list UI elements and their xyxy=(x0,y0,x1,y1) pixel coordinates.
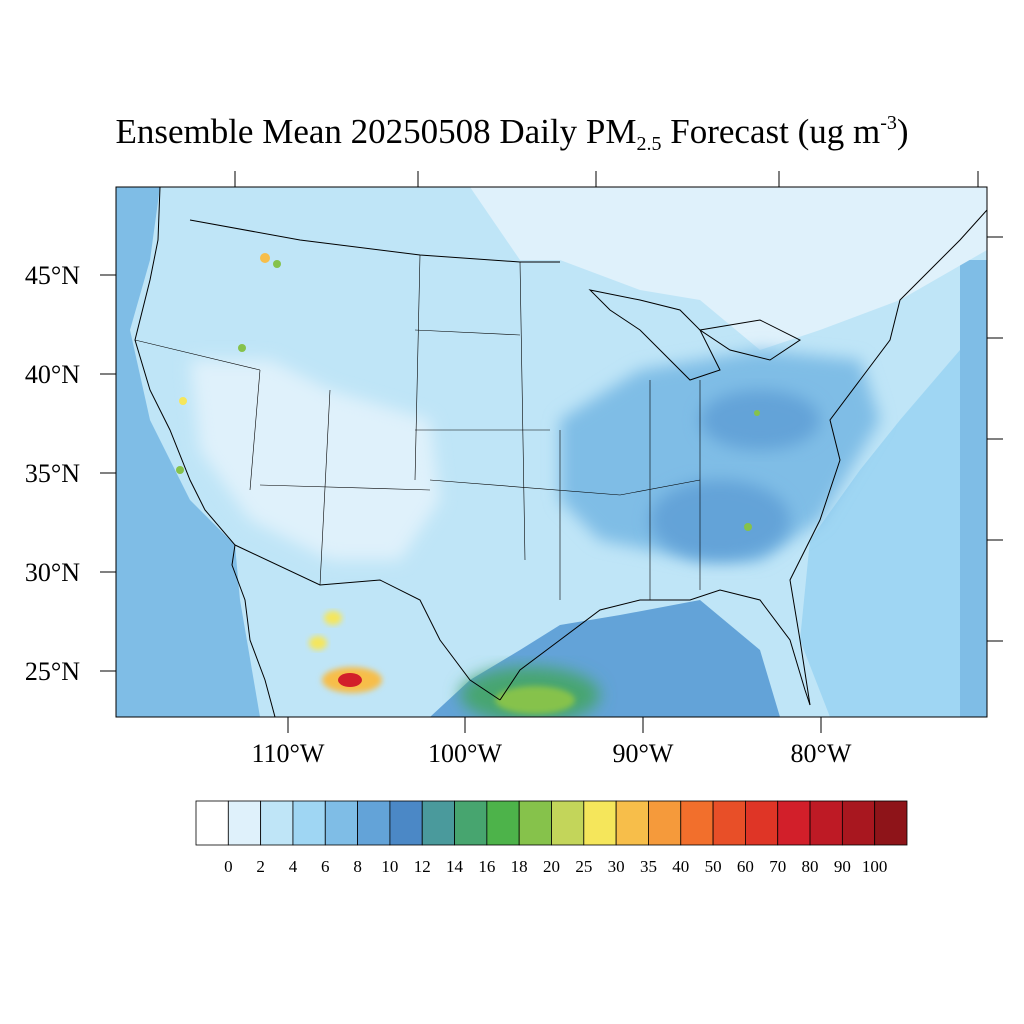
colorbar-label: 10 xyxy=(381,857,398,876)
southeast-haze xyxy=(650,480,790,560)
colorbar-label: 80 xyxy=(802,857,819,876)
lat-label: 30°N xyxy=(25,558,80,587)
colorbar-swatch xyxy=(486,800,520,846)
hotspot-mexico-2 xyxy=(324,611,342,625)
colorbar-label: 0 xyxy=(224,857,233,876)
hotspot-california xyxy=(179,397,187,405)
colorbar-swatch xyxy=(324,800,358,846)
colorbar-swatch xyxy=(841,800,876,846)
lon-label: 80°W xyxy=(791,739,852,768)
state-lines xyxy=(134,254,701,600)
colorbar-label: 40 xyxy=(672,857,689,876)
hotspot-montana xyxy=(260,253,270,263)
great-lakes xyxy=(588,289,801,381)
west-coast xyxy=(134,187,276,717)
colorbar-label: 6 xyxy=(321,857,330,876)
lat-label: 40°N xyxy=(25,360,80,389)
hotspot-mexico-3 xyxy=(309,636,327,650)
colorbar-label: 16 xyxy=(478,857,495,876)
title-subscript: 2.5 xyxy=(636,133,662,155)
colorbar-label: 20 xyxy=(543,857,560,876)
latitude-labels: 45°N 40°N 35°N 30°N 25°N xyxy=(25,261,80,686)
colorbar-swatch xyxy=(389,800,423,846)
hotspot-socal xyxy=(176,466,184,474)
canada-light xyxy=(470,187,987,350)
colorbar-swatch xyxy=(195,800,229,846)
chart-title: Ensemble Mean 20250508 Daily PM2.5 Forec… xyxy=(0,112,1024,156)
hotspot-mexico-1-inner xyxy=(338,673,362,687)
colorbar-swatch xyxy=(874,800,908,846)
colorbar-swatch xyxy=(260,800,294,846)
colorbar-swatch xyxy=(777,800,811,846)
lon-label: 110°W xyxy=(252,739,325,768)
west-interior-light xyxy=(190,360,440,560)
colorbar-swatch xyxy=(454,800,488,846)
colorbar-swatch xyxy=(227,800,262,846)
title-prefix: Ensemble Mean 20250508 Daily PM xyxy=(115,112,637,151)
colorbar-swatch xyxy=(551,800,585,846)
title-suffix: ) xyxy=(896,112,909,151)
map-field xyxy=(116,187,987,717)
title-mid: Forecast (ug m xyxy=(661,112,881,151)
colorbar-label: 18 xyxy=(511,857,528,876)
lat-label: 45°N xyxy=(25,261,80,290)
colorbar-swatch xyxy=(583,800,617,846)
pacific-ocean xyxy=(116,187,260,717)
colorbar-label: 100 xyxy=(862,857,888,876)
hotspot-montana-2 xyxy=(273,260,281,268)
colorbar-swatch xyxy=(615,800,649,846)
hotspot-idaho xyxy=(238,344,246,352)
east-coast xyxy=(789,209,987,706)
colorbar-label: 90 xyxy=(834,857,851,876)
hotspot-georgia xyxy=(744,523,752,531)
colorbar-labels: 0 2 4 6 8 10 12 14 16 18 20 25 30 35 40 50 60 70 80 90 100 xyxy=(224,857,887,876)
ohio-valley-haze xyxy=(700,390,820,450)
colorbar-label: 25 xyxy=(575,857,592,876)
colorbar-swatch xyxy=(357,800,391,846)
colorbar-swatch xyxy=(518,800,552,846)
hotspot-virginia xyxy=(754,410,760,416)
colorbar-swatch xyxy=(809,800,843,846)
colorbar-swatch xyxy=(712,800,746,846)
colorbar-swatch xyxy=(745,800,779,846)
colorbar-label: 12 xyxy=(414,857,431,876)
lon-label: 90°W xyxy=(613,739,674,768)
colorbar-swatch xyxy=(421,800,455,846)
colorbar-label: 35 xyxy=(640,857,657,876)
lat-label: 25°N xyxy=(25,657,80,686)
colorbar-label: 60 xyxy=(737,857,754,876)
texas-plume-inner xyxy=(495,686,575,714)
colorbar-label: 8 xyxy=(353,857,362,876)
lat-label: 35°N xyxy=(25,459,80,488)
atlantic-ocean xyxy=(800,300,987,717)
colorbar-label: 4 xyxy=(289,857,298,876)
colorbar-label: 14 xyxy=(446,857,464,876)
title-superscript: -3 xyxy=(880,112,897,134)
colorbar xyxy=(195,800,908,846)
boundaries xyxy=(134,187,987,717)
colorbar-label: 30 xyxy=(608,857,625,876)
colorbar-swatch xyxy=(292,800,326,846)
colorbar-label: 50 xyxy=(705,857,722,876)
colorbar-label: 70 xyxy=(769,857,786,876)
colorbar-swatch xyxy=(648,800,682,846)
tick-marks xyxy=(100,171,1003,733)
lon-label: 100°W xyxy=(428,739,502,768)
gulf-coast xyxy=(499,589,811,706)
atlantic-band xyxy=(960,260,987,717)
colorbar-swatch xyxy=(680,800,714,846)
map-frame xyxy=(115,186,988,718)
longitude-labels: 110°W 100°W 90°W 80°W xyxy=(252,739,852,768)
colorbar-label: 2 xyxy=(256,857,265,876)
